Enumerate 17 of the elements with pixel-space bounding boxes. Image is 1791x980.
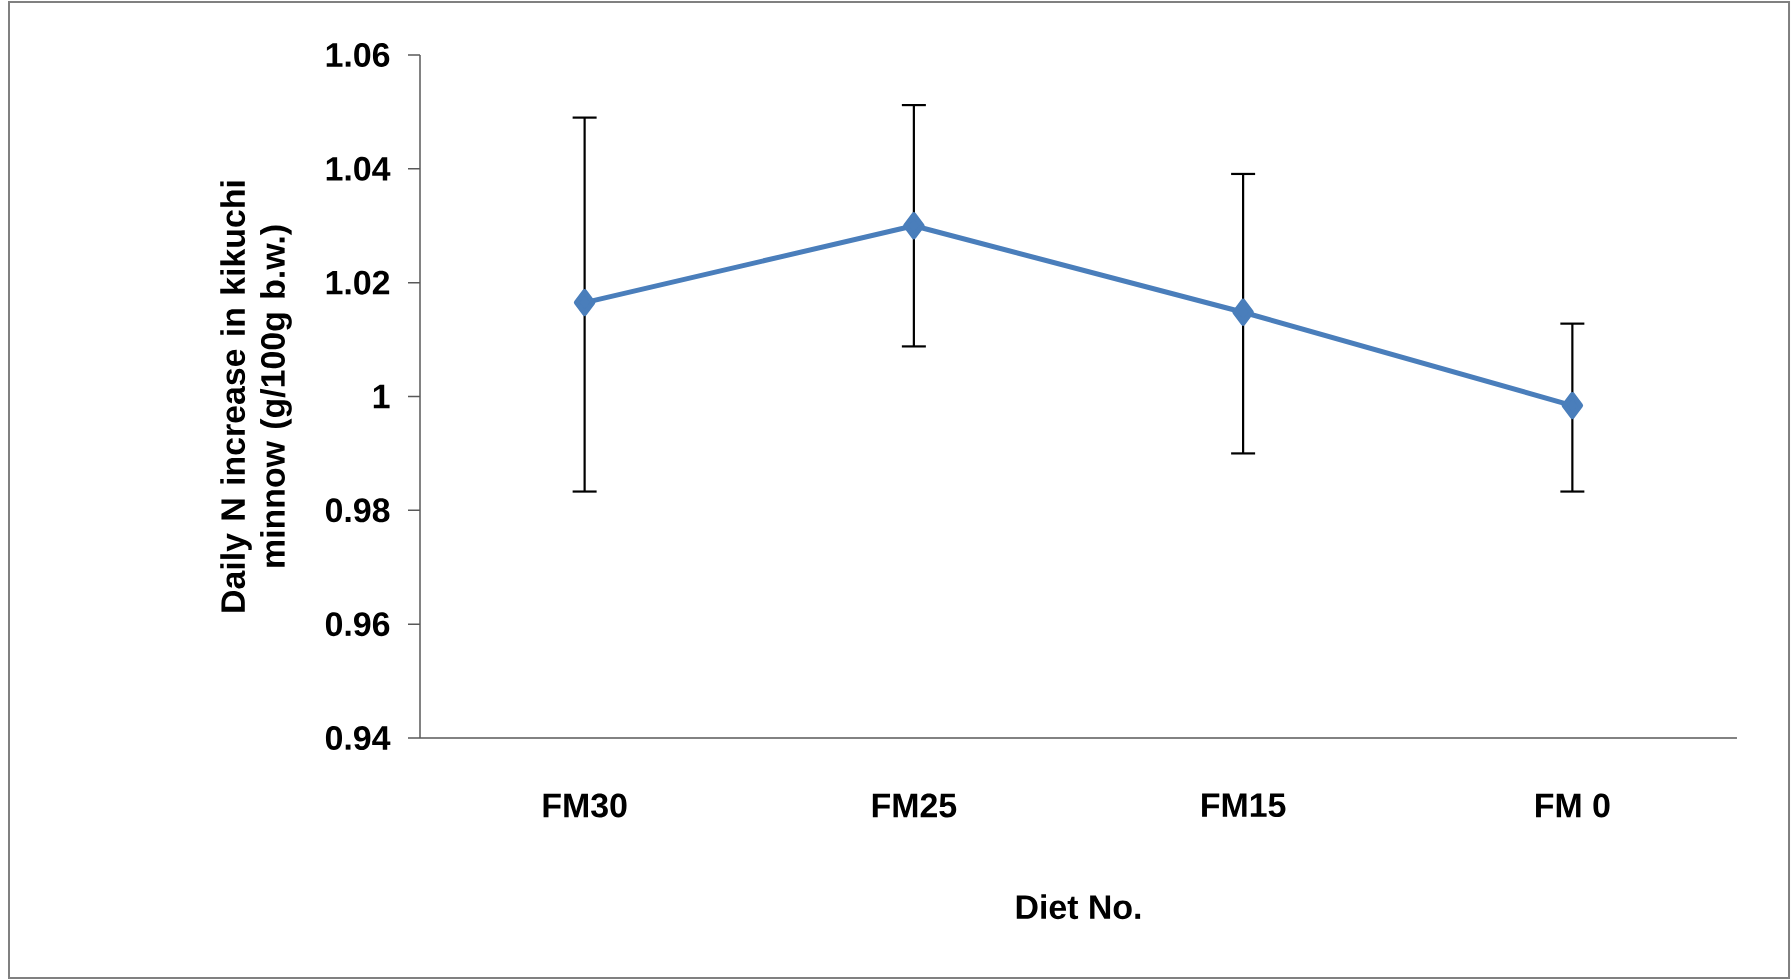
- y-tick-label: 1: [373, 384, 390, 409]
- x-tick-label: FM25: [872, 793, 957, 818]
- point: [1232, 298, 1254, 326]
- y-tick-label: 1.02: [326, 270, 390, 295]
- x-tick-label: FM30: [543, 793, 627, 818]
- y-tick-label: 0.96: [325, 612, 390, 637]
- x-tick-label: FM 0: [1536, 793, 1610, 818]
- y-tick-label: 1.06: [326, 43, 390, 67]
- x-tick-label: FM15: [1202, 793, 1286, 818]
- x-axis-title: Diet No.: [1016, 894, 1141, 920]
- point: [573, 289, 596, 317]
- y-tick-label: 0.94: [325, 726, 391, 750]
- point: [903, 212, 925, 240]
- y-axis-title: Daily N increase in kikuchi minnow (g/100g b.w.): [220, 181, 292, 612]
- y-tick-label: 0.98: [325, 498, 390, 523]
- y-tick-label: 1.04: [326, 156, 391, 181]
- point: [1561, 392, 1584, 420]
